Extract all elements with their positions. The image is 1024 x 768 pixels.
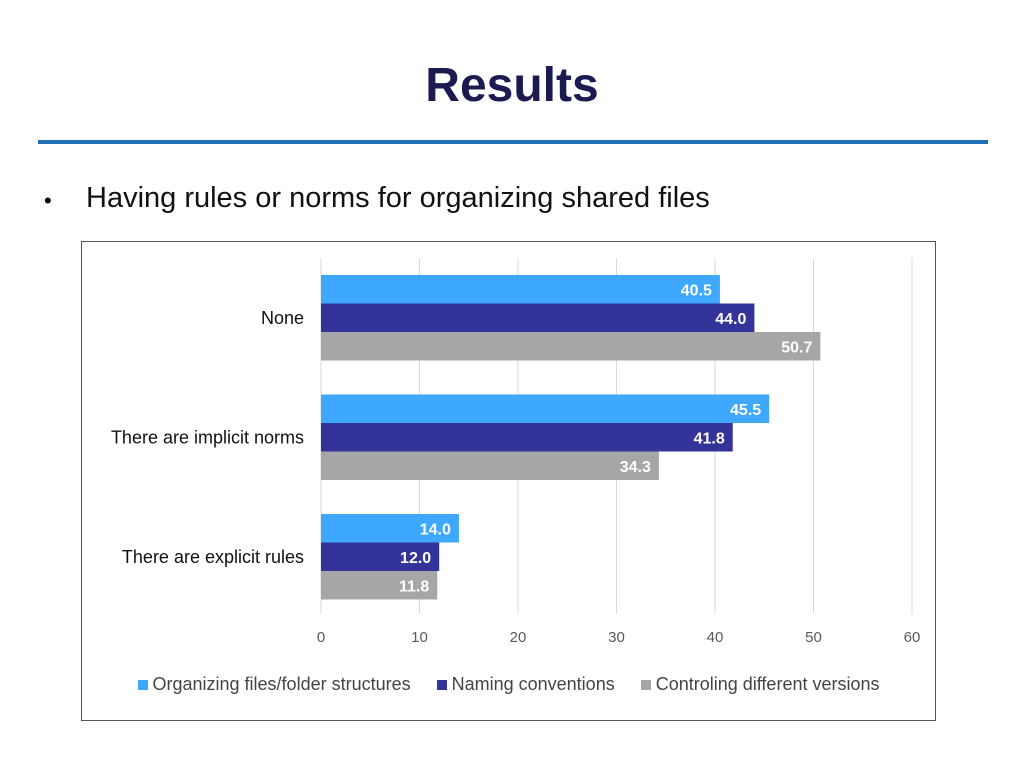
data-label: 45.5: [730, 402, 761, 419]
data-label: 14.0: [420, 521, 451, 538]
bar: [321, 571, 438, 600]
legend-item: Organizing files/folder structures: [137, 674, 411, 695]
legend-label: Controling different versions: [655, 674, 880, 694]
x-tick-label: 60: [904, 629, 921, 646]
x-tick-label: 50: [805, 629, 822, 646]
bar-chart: 0 10 20 30 40 50 60 None 40.544.0 50.7 There are i…: [111, 258, 921, 646]
slide-title: Results: [425, 59, 599, 112]
data-label: 40.5: [681, 282, 712, 299]
x-tick-label: 0: [317, 629, 325, 646]
bar: [321, 332, 821, 361]
legend-swatch: [640, 679, 651, 690]
bar: [321, 542, 440, 571]
legend-item: Controling different versions: [640, 674, 880, 695]
data-label: 50.7: [781, 339, 812, 356]
data-label: 34.3: [620, 459, 651, 476]
category-label: None: [261, 308, 304, 328]
chart-legend: Organizing files/folder structures Naming…: [82, 674, 935, 695]
x-tick-label: 40: [707, 629, 724, 646]
bullet-text: Having rules or norms for organizing sha…: [86, 182, 710, 214]
data-label: 12.0: [400, 550, 431, 567]
chart-frame: 0 10 20 30 40 50 60 None 40.5 44.0 50.7 There are i…: [81, 241, 936, 721]
bullet-marker: •: [44, 188, 52, 213]
bar: [321, 303, 755, 332]
category-label: There are explicit rules: [122, 547, 304, 567]
bar: [321, 451, 659, 480]
x-tick-label: 30: [608, 629, 625, 646]
legend-label: Naming conventions: [451, 674, 615, 694]
legend-swatch: [436, 679, 447, 690]
data-label: 44.0: [715, 311, 746, 328]
legend-label: Organizing files/folder structures: [152, 674, 411, 694]
bar: [321, 514, 459, 543]
bar: [321, 275, 720, 304]
title-divider: [38, 140, 988, 144]
bar: [321, 394, 770, 423]
legend-item: Naming conventions: [436, 674, 615, 695]
data-label: 41.8: [694, 430, 725, 447]
category-label: There are implicit norms: [111, 427, 304, 447]
legend-swatch: [137, 679, 148, 690]
x-tick-label: 10: [411, 629, 428, 646]
x-tick-label: 20: [510, 629, 527, 646]
data-label: 11.8: [399, 578, 429, 595]
bar: [321, 423, 733, 452]
